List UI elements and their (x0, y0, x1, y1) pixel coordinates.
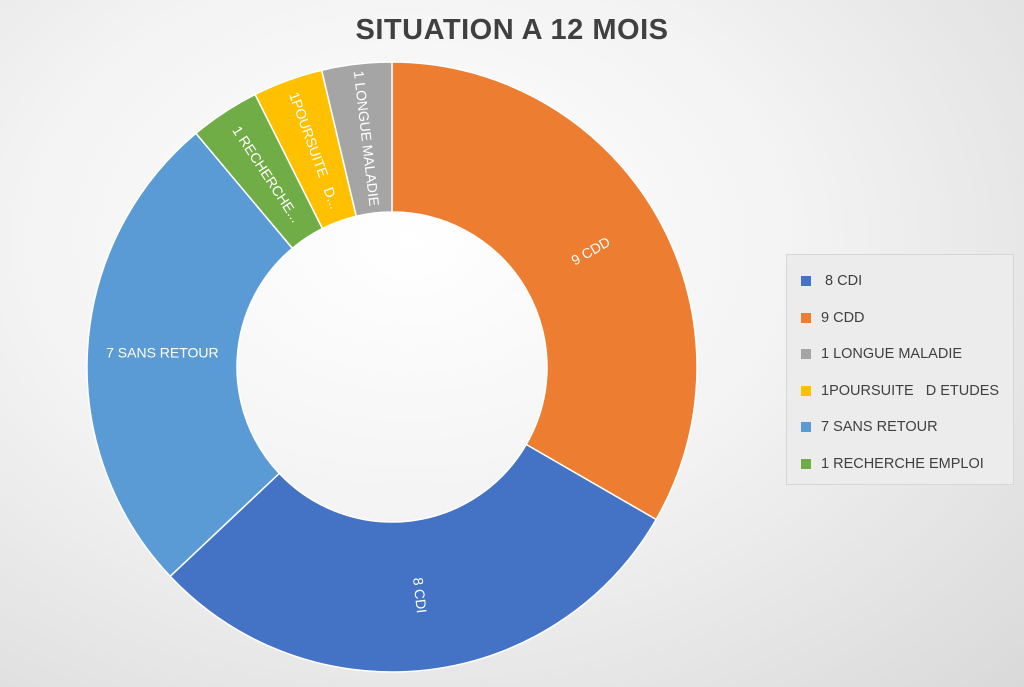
legend-label: 1 RECHERCHE EMPLOI (821, 455, 984, 472)
legend-label: 9 CDD (821, 309, 865, 326)
data-label-7-sans-retour: 7 SANS RETOUR (106, 344, 219, 360)
legend-item: 1POURSUITE D ETUDES (801, 373, 1013, 410)
legend-swatch (801, 422, 811, 433)
legend-item: 7 SANS RETOUR (801, 409, 1013, 446)
slice-8-cdi (169, 443, 658, 673)
legend-item: 8 CDI (801, 263, 1013, 300)
legend-swatch (801, 276, 811, 287)
legend-item: 9 CDD (801, 300, 1013, 337)
legend-swatch (801, 458, 811, 469)
legend-label: 1POURSUITE D ETUDES (821, 382, 1000, 399)
legend-label: 8 CDI (821, 273, 863, 290)
legend-item: 1 RECHERCHE EMPLOI (801, 446, 1013, 483)
legend-swatch (801, 385, 811, 396)
slice-9-cdd (391, 61, 698, 521)
chart-title: SITUATION A 12 MOIS (355, 14, 669, 46)
legend-item: 1 LONGUE MALADIE (801, 336, 1013, 373)
chart-legend: 8 CDI 9 CDD 1 LONGUE MALADIE 1POURSUITE D E… (786, 254, 1014, 485)
legend-swatch (801, 349, 811, 360)
slice-7-sans-retour (86, 132, 294, 578)
legend-label: 1 LONGUE MALADIE (821, 346, 963, 363)
legend-label: 7 SANS RETOUR (821, 419, 938, 436)
legend-swatch (801, 312, 811, 323)
slice-1-longue-maladie (320, 61, 393, 218)
data-label-8-cdi: 8 CDI (410, 577, 430, 614)
